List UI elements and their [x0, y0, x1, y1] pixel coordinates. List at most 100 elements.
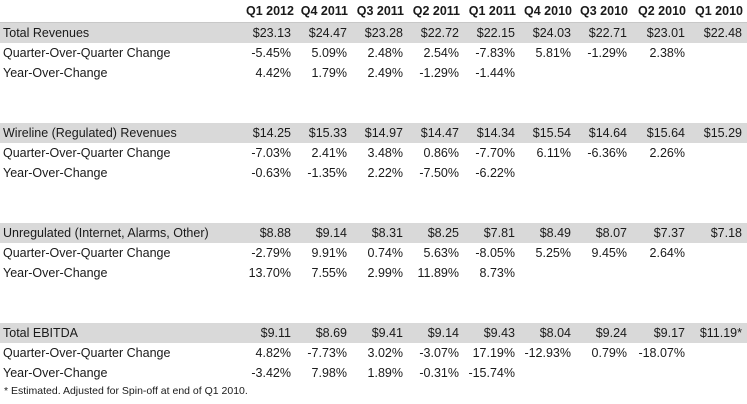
qoq-cell: 2.64% [649, 246, 685, 260]
section-value-cell: $9.17 [632, 323, 690, 343]
qoq-cell: -5.45% [251, 46, 291, 60]
qoq-cell: -8.05% [475, 246, 515, 260]
yoy-label: Year-Over-Change [3, 66, 108, 80]
qoq-cell: 2.26% [649, 146, 685, 160]
yoy-cell: 1.79% [311, 66, 347, 80]
section-value-cell: $9.14 [408, 323, 464, 343]
qoq-cell: -7.83% [475, 46, 515, 60]
section-value-cell: $22.48 [690, 22, 747, 43]
qoq-cell: -7.03% [251, 146, 291, 160]
section-value-cell: $8.69 [296, 323, 352, 343]
section-value-cell: $24.03 [520, 22, 576, 43]
qoq-cell: -1.29% [587, 46, 627, 60]
section-value-cell: $9.11 [242, 323, 296, 343]
qoq-cell: 2.41% [311, 146, 347, 160]
column-header-row: Q1 2012 Q4 2011 Q3 2011 Q2 2011 Q1 2011 Q4 20… [0, 0, 747, 23]
qoq-cell: 5.25% [535, 246, 571, 260]
section-title: Total Revenues [0, 22, 242, 43]
qoq-cell [690, 143, 747, 163]
section-value-cell: $9.43 [464, 323, 520, 343]
qoq-cell: -18.07% [638, 346, 685, 360]
qoq-label: Quarter-Over-Quarter Change [3, 246, 171, 260]
yoy-cell [576, 163, 632, 183]
qoq-cell: 6.11% [536, 146, 571, 160]
qoq-label: Quarter-Over-Quarter Change [3, 346, 171, 360]
yoy-cell [690, 263, 747, 283]
section-value-cell: $9.41 [352, 323, 408, 343]
column-header: Q3 2010 [576, 0, 632, 23]
yoy-cell [520, 63, 576, 83]
yoy-label: Year-Over-Change [3, 166, 108, 180]
yoy-cell: -7.50% [419, 166, 459, 180]
section-spacer [0, 283, 747, 323]
yoy-cell [520, 163, 576, 183]
section-value-cell: $8.25 [408, 223, 464, 243]
yoy-label: Year-Over-Change [3, 266, 108, 280]
yoy-cell: 1.89% [367, 366, 403, 380]
qoq-cell: -7.73% [307, 346, 347, 360]
qoq-cell: 0.86% [423, 146, 459, 160]
yoy-cell: -15.74% [468, 366, 515, 380]
section-value-cell: $14.97 [352, 123, 408, 143]
column-header: Q2 2010 [632, 0, 690, 23]
yoy-cell: -0.63% [251, 166, 291, 180]
yoy-change-row: Year-Over-Change 13.70% 7.55% 2.99% 11.89% 8.… [0, 263, 747, 283]
yoy-change-row: Year-Over-Change 4.42% 1.79% 2.49% -1.29% -1.… [0, 63, 747, 83]
qoq-cell: 5.09% [311, 46, 347, 60]
section-value-cell: $14.34 [464, 123, 520, 143]
section-header-row: Unregulated (Internet, Alarms, Other) $8.… [0, 223, 747, 243]
qoq-change-row: Quarter-Over-Quarter Change -7.03% 2.41% 3.… [0, 143, 747, 163]
yoy-cell: 7.98% [311, 366, 347, 380]
section-value-cell: $8.31 [352, 223, 408, 243]
column-header: Q1 2012 [242, 0, 296, 23]
section-value-cell: $14.25 [242, 123, 296, 143]
yoy-label: Year-Over-Change [3, 366, 108, 380]
section-value-cell: $9.24 [576, 323, 632, 343]
corner-header [0, 0, 242, 23]
yoy-cell [520, 363, 576, 383]
footnote: * Estimated. Adjusted for Spin-off at en… [4, 385, 248, 397]
section-spacer [0, 183, 747, 223]
yoy-cell: -1.35% [307, 166, 347, 180]
section-spacer [0, 83, 747, 123]
qoq-label: Quarter-Over-Quarter Change [3, 146, 171, 160]
section-title: Unregulated (Internet, Alarms, Other) [0, 223, 242, 243]
qoq-change-row: Quarter-Over-Quarter Change 4.82% -7.73% 3.… [0, 343, 747, 363]
section-value-cell: $7.18 [690, 223, 747, 243]
qoq-cell: 9.45% [591, 246, 627, 260]
qoq-cell: 2.48% [367, 46, 403, 60]
section-value-cell: $23.28 [352, 22, 408, 43]
yoy-cell: -6.22% [475, 166, 515, 180]
yoy-cell [576, 363, 632, 383]
yoy-cell [690, 163, 747, 183]
qoq-cell [690, 43, 747, 63]
section-value-cell: $8.88 [242, 223, 296, 243]
column-header: Q3 2011 [352, 0, 408, 23]
qoq-cell: -2.79% [251, 246, 291, 260]
quarterly-financials-table: Q1 2012 Q4 2011 Q3 2011 Q2 2011 Q1 2011 Q4 20… [0, 0, 747, 383]
section-value-cell: $22.15 [464, 22, 520, 43]
section-value-cell: $14.64 [576, 123, 632, 143]
section-value-cell: $22.71 [576, 22, 632, 43]
column-header: Q1 2010 [690, 0, 747, 23]
yoy-cell [576, 63, 632, 83]
yoy-cell: 2.99% [367, 266, 403, 280]
section-value-cell: $15.33 [296, 123, 352, 143]
qoq-cell: -6.36% [587, 146, 627, 160]
yoy-cell [690, 63, 747, 83]
yoy-cell: -1.29% [419, 66, 459, 80]
qoq-cell: 0.74% [367, 246, 403, 260]
qoq-cell: 2.54% [423, 46, 459, 60]
section-value-cell: $15.64 [632, 123, 690, 143]
section-value-cell: $8.04 [520, 323, 576, 343]
section-header-row: Total EBITDA $9.11 $8.69 $9.41 $9.14 $9.43 $8.… [0, 323, 747, 343]
yoy-cell [632, 363, 690, 383]
section-value-cell: $8.49 [520, 223, 576, 243]
yoy-cell [632, 163, 690, 183]
qoq-cell: -12.93% [524, 346, 571, 360]
yoy-cell: -1.44% [475, 66, 515, 80]
section-value-cell: $7.37 [632, 223, 690, 243]
yoy-cell: -3.42% [251, 366, 291, 380]
yoy-cell [632, 63, 690, 83]
